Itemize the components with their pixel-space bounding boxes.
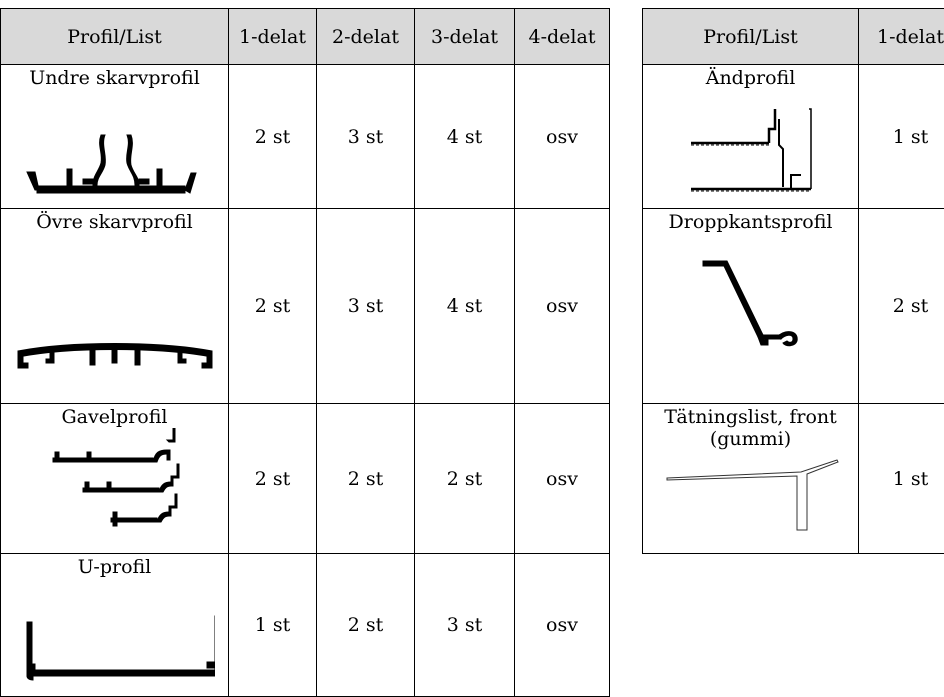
table-row: Undre skarvprofil 2 st 3 st 4 st osv — [0, 64, 610, 209]
quantity-cell: 2 st — [228, 403, 317, 554]
quantity-cell: 2 st — [316, 553, 415, 697]
profile-name-line2: (gummi) — [709, 428, 792, 450]
quantity-cell: 4 st — [414, 64, 515, 209]
quantity-cell: 1 st — [858, 64, 944, 209]
quantity-cell: 2 st — [228, 64, 317, 209]
profile-name: U-profil — [77, 556, 152, 578]
profile-cell: U-profil — [0, 553, 229, 697]
andprofil-drawing — [690, 108, 812, 192]
quantity-cell: osv — [514, 553, 610, 697]
header-1-delat: 1-delat — [228, 8, 317, 65]
header-1-delat: 1-delat — [858, 8, 944, 65]
gavelprofil-drawing — [52, 428, 179, 527]
quantity-cell: 2 st — [228, 208, 317, 404]
header-profil-list: Profil/List — [642, 8, 859, 65]
table-row: Övre skarvprofil 2 st 3 — [0, 208, 610, 404]
profile-cell: Gavelprofil — [0, 403, 229, 554]
quantity-cell: osv — [514, 64, 610, 209]
droppkantsprofil-drawing — [702, 260, 798, 347]
profile-name: Droppkantsprofil — [668, 211, 833, 233]
table-row: Gavelprofil — [0, 403, 610, 554]
quantity-cell: 3 st — [316, 64, 415, 209]
quantity-cell: 4 st — [414, 208, 515, 404]
ovre-skarvprofil-drawing — [17, 343, 212, 369]
header-row: Profil/List 1-delat — [642, 8, 944, 65]
quantity-cell: 2 st — [316, 403, 415, 554]
profile-name: Övre skarvprofil — [36, 211, 193, 233]
header-profil-list: Profil/List — [0, 8, 229, 65]
quantity-cell: 1 st — [858, 403, 944, 554]
table-row: Ändprofil 1 st — [642, 64, 944, 209]
profile-name: Ändprofil — [705, 67, 796, 89]
header-3-delat: 3-delat — [414, 8, 515, 65]
profile-name-line1: Tätningslist, front — [664, 406, 837, 428]
header-row: Profil/List 1-delat 2-delat 3-delat 4-de… — [0, 8, 610, 65]
profile-cell: Droppkantsprofil — [642, 208, 859, 404]
quantity-cell: 3 st — [414, 553, 515, 697]
table-row: U-profil 1 st 2 st 3 st osv — [0, 553, 610, 697]
tatningslist-drawing — [666, 459, 839, 531]
profile-quantity-table: Profil/List 1-delat 2-delat 3-delat 4-de… — [0, 8, 610, 697]
profile-cell: Tätningslist, front (gummi) — [642, 403, 859, 554]
u-profil-drawing — [25, 615, 215, 681]
profile-cell: Undre skarvprofil — [0, 64, 229, 209]
quantity-cell: 3 st — [316, 208, 415, 404]
quantity-cell: 2 st — [858, 208, 944, 404]
quantity-cell: osv — [514, 403, 610, 554]
quantity-cell: 1 st — [228, 553, 317, 697]
undre-skarvprofil-drawing — [25, 134, 197, 194]
profile-cell: Övre skarvprofil — [0, 208, 229, 404]
quantity-cell: osv — [514, 208, 610, 404]
quantity-cell: 2 st — [414, 403, 515, 554]
end-profile-quantity-table: Profil/List 1-delat Ändprofil 1 st — [642, 8, 944, 554]
profile-name: Undre skarvprofil — [29, 67, 200, 89]
header-2-delat: 2-delat — [316, 8, 415, 65]
header-4-delat: 4-delat — [514, 8, 610, 65]
table-row: Droppkantsprofil 2 st — [642, 208, 944, 404]
profile-name: Gavelprofil — [61, 406, 168, 428]
profile-cell: Ändprofil — [642, 64, 859, 209]
table-row: Tätningslist, front (gummi) 1 st — [642, 403, 944, 554]
